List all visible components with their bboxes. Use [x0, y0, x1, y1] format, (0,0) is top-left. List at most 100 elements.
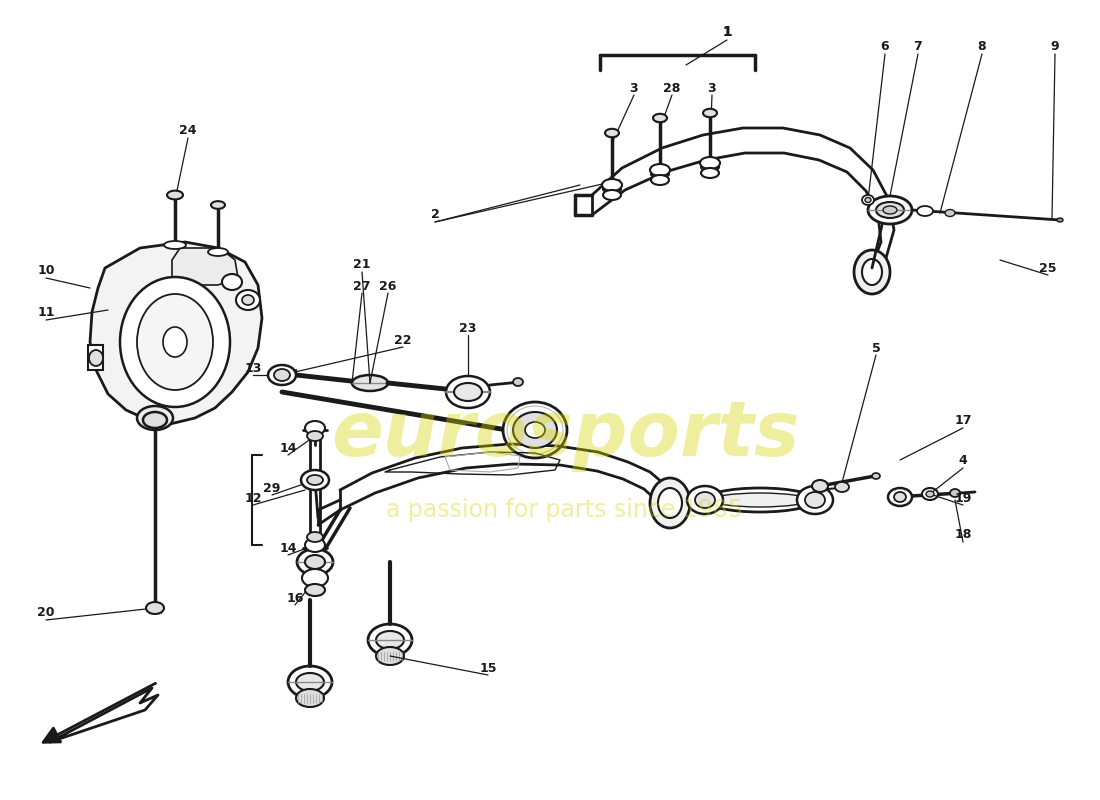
Text: 19: 19	[955, 491, 971, 505]
Text: 22: 22	[394, 334, 411, 346]
Text: eurosports: eurosports	[331, 398, 800, 472]
Text: 12: 12	[244, 491, 262, 505]
Ellipse shape	[835, 482, 849, 492]
Ellipse shape	[798, 486, 833, 514]
Ellipse shape	[376, 647, 404, 665]
Ellipse shape	[945, 210, 955, 217]
Text: 11: 11	[37, 306, 55, 318]
Ellipse shape	[454, 383, 482, 401]
Ellipse shape	[888, 488, 912, 506]
Text: 20: 20	[37, 606, 55, 618]
Ellipse shape	[297, 549, 333, 575]
Text: a passion for parts since 1985: a passion for parts since 1985	[386, 498, 744, 522]
Ellipse shape	[513, 412, 557, 448]
Ellipse shape	[208, 248, 228, 256]
Ellipse shape	[812, 480, 828, 492]
Text: 27: 27	[353, 279, 371, 293]
Ellipse shape	[307, 475, 323, 485]
Ellipse shape	[222, 274, 242, 290]
Ellipse shape	[1057, 218, 1063, 222]
Text: 8: 8	[978, 41, 987, 54]
Polygon shape	[172, 248, 238, 285]
Polygon shape	[88, 345, 103, 370]
Ellipse shape	[138, 294, 213, 390]
Ellipse shape	[305, 555, 324, 569]
Ellipse shape	[865, 198, 871, 202]
Ellipse shape	[926, 491, 934, 497]
Ellipse shape	[296, 689, 324, 707]
Ellipse shape	[211, 201, 226, 209]
Polygon shape	[90, 242, 262, 424]
Text: 16: 16	[286, 591, 304, 605]
Ellipse shape	[894, 492, 906, 502]
Ellipse shape	[868, 196, 912, 224]
Ellipse shape	[503, 402, 566, 458]
Text: 18: 18	[955, 529, 971, 542]
Ellipse shape	[268, 365, 296, 385]
Ellipse shape	[703, 109, 717, 118]
Ellipse shape	[805, 492, 825, 508]
Ellipse shape	[922, 488, 938, 500]
Ellipse shape	[650, 478, 690, 528]
Text: 7: 7	[914, 41, 923, 54]
Ellipse shape	[143, 412, 167, 428]
Ellipse shape	[950, 489, 960, 497]
Text: 13: 13	[244, 362, 262, 374]
Text: 6: 6	[881, 41, 889, 54]
Ellipse shape	[525, 422, 544, 438]
Ellipse shape	[274, 369, 290, 381]
Text: 14: 14	[279, 442, 297, 454]
Ellipse shape	[446, 376, 490, 408]
Ellipse shape	[138, 406, 173, 430]
Ellipse shape	[296, 673, 324, 691]
Text: 24: 24	[179, 123, 197, 137]
Ellipse shape	[603, 185, 622, 193]
Ellipse shape	[513, 378, 522, 386]
Text: 1: 1	[723, 26, 732, 38]
Ellipse shape	[688, 486, 723, 514]
Ellipse shape	[876, 202, 904, 218]
Ellipse shape	[302, 569, 328, 587]
Ellipse shape	[854, 250, 890, 294]
Ellipse shape	[603, 190, 622, 200]
Text: 15: 15	[480, 662, 497, 674]
Ellipse shape	[872, 473, 880, 479]
Ellipse shape	[701, 163, 719, 171]
Ellipse shape	[288, 666, 332, 698]
Ellipse shape	[712, 493, 808, 507]
Ellipse shape	[650, 164, 670, 176]
Ellipse shape	[307, 431, 323, 441]
Ellipse shape	[307, 532, 323, 542]
Ellipse shape	[305, 584, 324, 596]
Ellipse shape	[862, 195, 874, 205]
Ellipse shape	[700, 157, 720, 169]
Ellipse shape	[301, 470, 329, 490]
Ellipse shape	[376, 631, 404, 649]
Ellipse shape	[163, 327, 187, 357]
Text: 3: 3	[629, 82, 638, 94]
Ellipse shape	[352, 375, 388, 391]
Ellipse shape	[917, 206, 933, 216]
Ellipse shape	[305, 538, 324, 552]
Ellipse shape	[651, 170, 669, 178]
Text: 21: 21	[353, 258, 371, 271]
Ellipse shape	[120, 277, 230, 407]
Ellipse shape	[368, 624, 412, 656]
Ellipse shape	[167, 190, 183, 199]
Ellipse shape	[862, 259, 882, 285]
Ellipse shape	[89, 350, 103, 366]
Text: 26: 26	[379, 279, 397, 293]
Text: 2: 2	[430, 209, 439, 222]
Text: 1: 1	[722, 25, 732, 39]
Text: 23: 23	[460, 322, 476, 334]
Text: 14: 14	[279, 542, 297, 554]
Ellipse shape	[164, 241, 186, 249]
Ellipse shape	[653, 114, 667, 122]
Ellipse shape	[602, 179, 621, 191]
Ellipse shape	[242, 295, 254, 305]
Text: 5: 5	[871, 342, 880, 354]
Text: 9: 9	[1050, 41, 1059, 54]
Ellipse shape	[883, 206, 896, 214]
Text: 28: 28	[663, 82, 681, 94]
Ellipse shape	[605, 129, 619, 138]
